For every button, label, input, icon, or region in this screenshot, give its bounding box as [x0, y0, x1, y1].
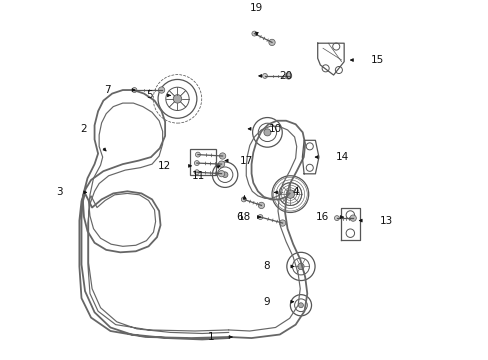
Bar [189, 149, 216, 175]
Circle shape [219, 153, 225, 159]
Text: 16: 16 [315, 212, 328, 222]
Text: 14: 14 [335, 152, 348, 162]
Circle shape [132, 87, 137, 93]
Circle shape [251, 31, 256, 36]
Circle shape [262, 73, 267, 78]
Text: 8: 8 [263, 261, 269, 271]
Circle shape [258, 202, 264, 208]
Circle shape [173, 95, 182, 103]
Text: 11: 11 [192, 171, 205, 181]
Circle shape [349, 215, 356, 221]
Circle shape [285, 73, 291, 79]
Text: 2: 2 [81, 124, 87, 134]
Circle shape [334, 216, 339, 221]
Text: 1: 1 [207, 332, 214, 342]
Text: 12: 12 [157, 161, 170, 171]
Circle shape [158, 87, 164, 93]
Text: 20: 20 [279, 71, 292, 81]
Text: 15: 15 [370, 55, 384, 65]
Text: 17: 17 [239, 156, 252, 166]
Circle shape [241, 197, 246, 202]
Circle shape [194, 170, 199, 175]
Circle shape [195, 152, 200, 157]
Text: 3: 3 [56, 187, 62, 197]
Circle shape [194, 161, 199, 166]
Text: 13: 13 [379, 216, 392, 226]
Text: 5: 5 [145, 90, 152, 100]
Circle shape [298, 303, 303, 308]
Circle shape [297, 263, 304, 270]
Text: 19: 19 [250, 3, 263, 13]
Circle shape [257, 215, 263, 220]
Circle shape [218, 171, 224, 177]
Text: 10: 10 [268, 124, 282, 134]
Circle shape [264, 129, 270, 136]
Text: 4: 4 [292, 187, 298, 197]
Circle shape [218, 161, 224, 167]
Circle shape [268, 39, 275, 46]
Text: 6: 6 [235, 212, 242, 222]
Text: 7: 7 [104, 85, 111, 95]
Circle shape [222, 172, 227, 177]
Text: 18: 18 [237, 212, 251, 222]
Text: 9: 9 [263, 297, 269, 307]
Circle shape [285, 190, 294, 198]
Circle shape [279, 220, 285, 226]
